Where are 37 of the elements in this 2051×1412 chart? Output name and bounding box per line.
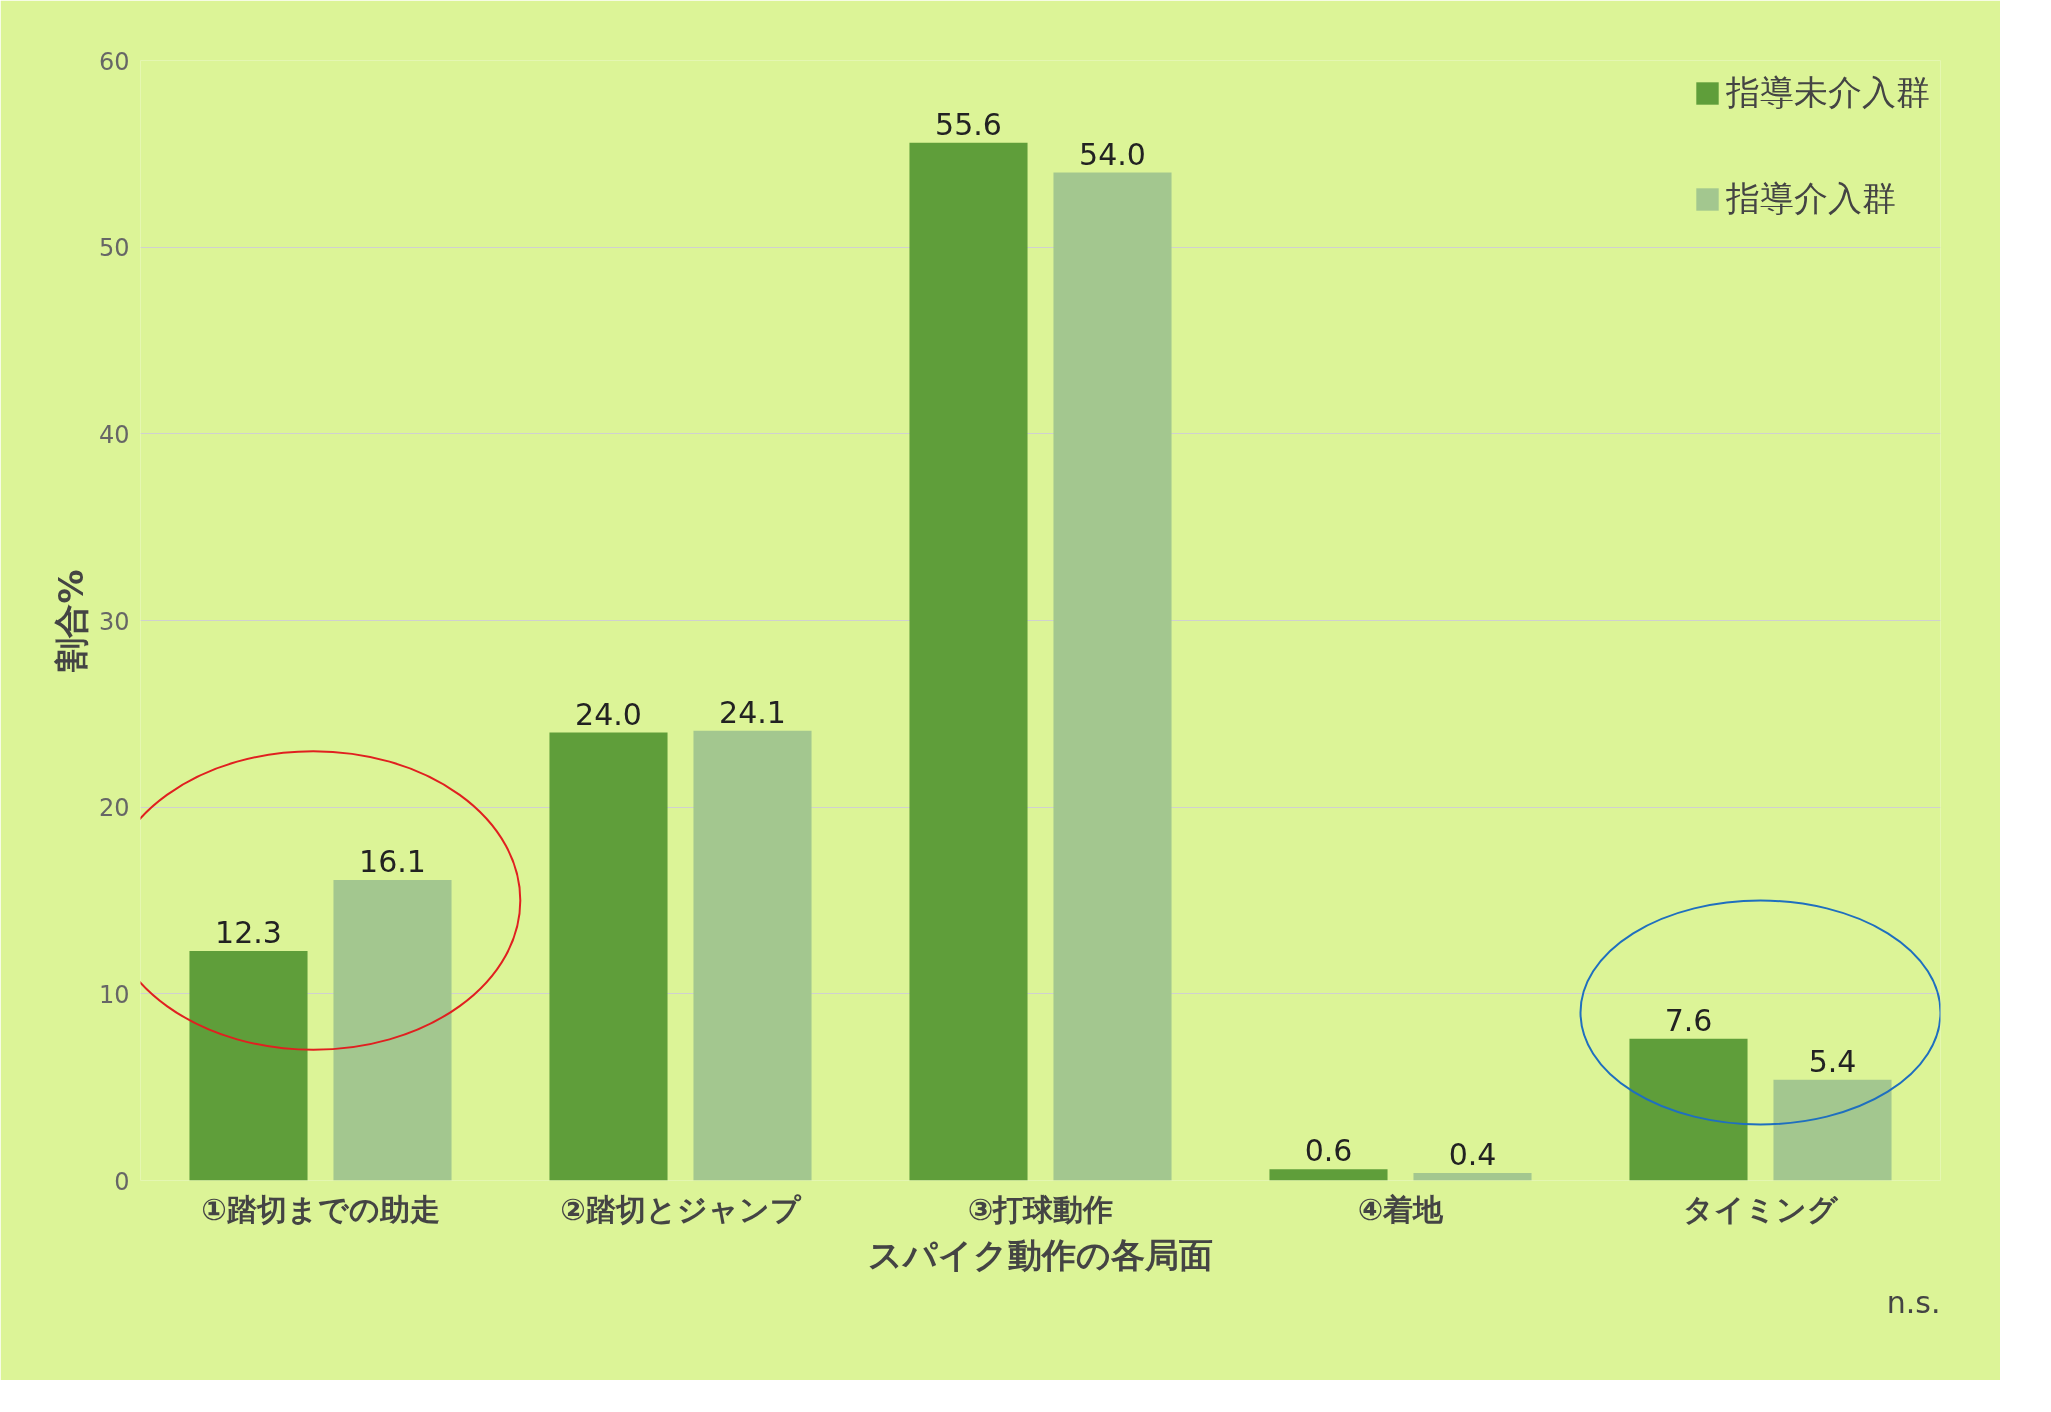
legend-label: 指導未介入群 xyxy=(1726,71,1930,114)
bar xyxy=(1629,1038,1748,1181)
x-tick-label: ②踏切とジャンプ xyxy=(560,1191,802,1227)
bar xyxy=(1053,172,1172,1181)
y-tick-label: 20 xyxy=(98,794,130,823)
bar xyxy=(1413,1173,1532,1181)
y-tick-label: 50 xyxy=(98,234,130,263)
bar xyxy=(189,950,308,1181)
data-label: 16.1 xyxy=(359,843,426,879)
data-label: 55.6 xyxy=(935,106,1002,142)
y-axis-title: 割合% xyxy=(50,569,91,673)
x-axis-title: スパイク動作の各局面 xyxy=(868,1234,1213,1275)
y-tick-label: 60 xyxy=(98,47,130,76)
y-tick-label: 40 xyxy=(98,420,130,449)
x-tick-label: ③打球動作 xyxy=(967,1191,1114,1227)
data-label: 7.6 xyxy=(1664,1002,1713,1038)
data-label: 24.1 xyxy=(719,694,786,730)
x-tick-label: ④着地 xyxy=(1357,1191,1445,1227)
text: n.s. xyxy=(1886,1284,1941,1320)
bar xyxy=(909,142,1028,1181)
bar xyxy=(1269,1169,1388,1181)
x-tick-label: ①踏切までの助走 xyxy=(201,1191,440,1227)
data-label: 0.6 xyxy=(1304,1133,1353,1169)
bar xyxy=(693,730,812,1181)
bar xyxy=(1773,1079,1892,1181)
y-tick-label: 0 xyxy=(114,1167,130,1196)
data-label: 24.0 xyxy=(575,696,642,732)
y-tick-label: 30 xyxy=(98,607,130,636)
y-tick-label: 10 xyxy=(98,980,130,1009)
x-tick-label: タイミング xyxy=(1683,1191,1839,1227)
data-label: 54.0 xyxy=(1079,136,1146,172)
legend-label: 指導介入群 xyxy=(1726,177,1896,220)
data-label: 12.3 xyxy=(215,914,282,950)
bar xyxy=(333,879,452,1181)
bar xyxy=(549,732,668,1181)
data-label: 5.4 xyxy=(1808,1043,1857,1079)
data-label: 0.4 xyxy=(1448,1137,1497,1173)
